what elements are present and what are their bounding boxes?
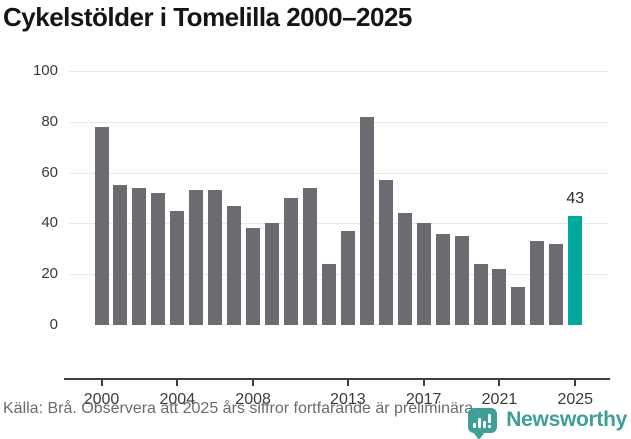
x-axis-tick — [100, 380, 103, 386]
logo-bar-3 — [483, 420, 487, 428]
bar — [113, 185, 128, 325]
bar — [227, 205, 242, 325]
bar — [511, 286, 526, 325]
gridline — [69, 71, 608, 72]
y-axis-tick-label: 60 — [41, 163, 58, 181]
bar — [321, 264, 336, 325]
bar — [492, 269, 507, 325]
x-axis-tick — [252, 380, 255, 386]
bar — [359, 116, 374, 325]
bar — [530, 241, 545, 325]
x-axis-tick — [498, 380, 501, 386]
x-axis-tick-label: 2000 — [83, 391, 120, 408]
bar — [549, 243, 564, 325]
bar — [416, 223, 431, 325]
bar — [284, 198, 298, 325]
bar — [473, 264, 488, 325]
speech-bubble-tail — [473, 431, 486, 439]
newsworthy-wordmark: Newsworthy — [506, 408, 627, 431]
newsworthy-bubble-chart-icon — [468, 407, 498, 439]
y-axis-tick-label: 100 — [32, 62, 58, 79]
y-axis-tick-label: 80 — [41, 112, 58, 130]
bar — [132, 187, 147, 325]
chart-title: Cykelstölder i Tomelilla 2000–2025 — [3, 2, 412, 32]
gridline — [69, 172, 608, 174]
logo-exclamation-stroke — [488, 413, 492, 423]
bar-value-label: 43 — [566, 189, 585, 207]
x-axis-tick — [346, 380, 349, 386]
bar — [378, 180, 393, 325]
y-axis-tick-label: 40 — [41, 214, 58, 232]
bar — [151, 192, 166, 325]
bar — [246, 228, 261, 325]
gridline — [69, 274, 608, 276]
logo-exclamation-dot — [488, 424, 492, 428]
bar — [435, 233, 450, 325]
logo-bar-2 — [478, 417, 482, 428]
x-axis-tick-label: 2008 — [235, 391, 271, 408]
x-axis-tick — [574, 380, 577, 386]
bar — [189, 190, 204, 325]
x-axis-tick-label: 2013 — [330, 391, 366, 408]
bar — [94, 126, 109, 325]
bar — [170, 210, 185, 325]
x-axis-tick-label: 2025 — [557, 391, 594, 408]
x-axis-tick — [176, 380, 179, 386]
bar — [397, 213, 412, 325]
logo-bar-1 — [473, 422, 477, 428]
y-axis-tick-label: 0 — [49, 316, 58, 333]
gridline — [69, 121, 608, 123]
gridline — [69, 223, 608, 225]
x-axis-tick-label: 2021 — [481, 391, 518, 408]
source-note: Källa: Brå. Observera att 2025 års siffr… — [3, 400, 478, 417]
x-axis-tick-label: 2004 — [159, 391, 196, 408]
y-axis-tick-label: 20 — [41, 265, 58, 283]
bar — [208, 190, 223, 325]
x-axis-tick — [422, 380, 425, 386]
bar — [302, 187, 317, 325]
bar — [265, 223, 280, 325]
bar — [454, 236, 469, 325]
x-axis-line — [64, 378, 610, 380]
bar-highlighted — [568, 215, 583, 325]
bar — [340, 231, 355, 325]
newsworthy-logo[interactable]: Newsworthy — [468, 402, 627, 439]
x-axis-tick-label: 2017 — [405, 391, 442, 408]
bar-chart-plot-area: 0 20 40 60 80 100 2000 2004 2008 2013 2017 2021 2025… — [0, 54, 631, 408]
